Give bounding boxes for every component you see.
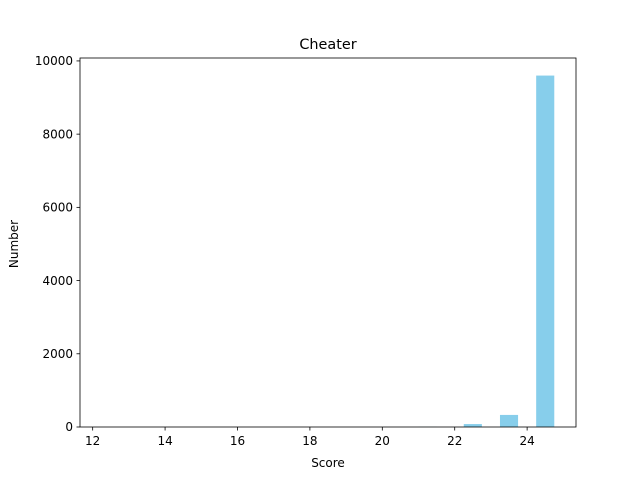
x-tick-label: 24 [519,434,534,448]
y-axis-label: Number [7,220,21,268]
x-tick-label: 18 [302,434,317,448]
y-tick-label: 10000 [35,54,73,68]
x-tick-label: 16 [230,434,245,448]
x-tick-label: 12 [85,434,100,448]
bar [463,424,482,427]
y-tick-label: 4000 [42,274,73,288]
plot-frame [79,57,577,428]
bar [536,75,555,427]
x-axis-ticks: 12 14 16 18 20 22 24 [85,427,535,448]
bar [499,414,519,427]
x-tick-label: 14 [157,434,172,448]
y-axis-ticks: 0 2000 4000 6000 8000 10000 [35,54,80,434]
y-tick-label: 8000 [42,127,73,141]
bars-group [418,75,555,427]
y-tick-label: 0 [65,420,73,434]
y-tick-label: 2000 [42,347,73,361]
x-tick-label: 22 [447,434,462,448]
y-tick-label: 6000 [42,201,73,215]
chart-title: Cheater [299,37,356,53]
x-axis-label: Score [311,456,345,470]
x-tick-label: 20 [375,434,390,448]
